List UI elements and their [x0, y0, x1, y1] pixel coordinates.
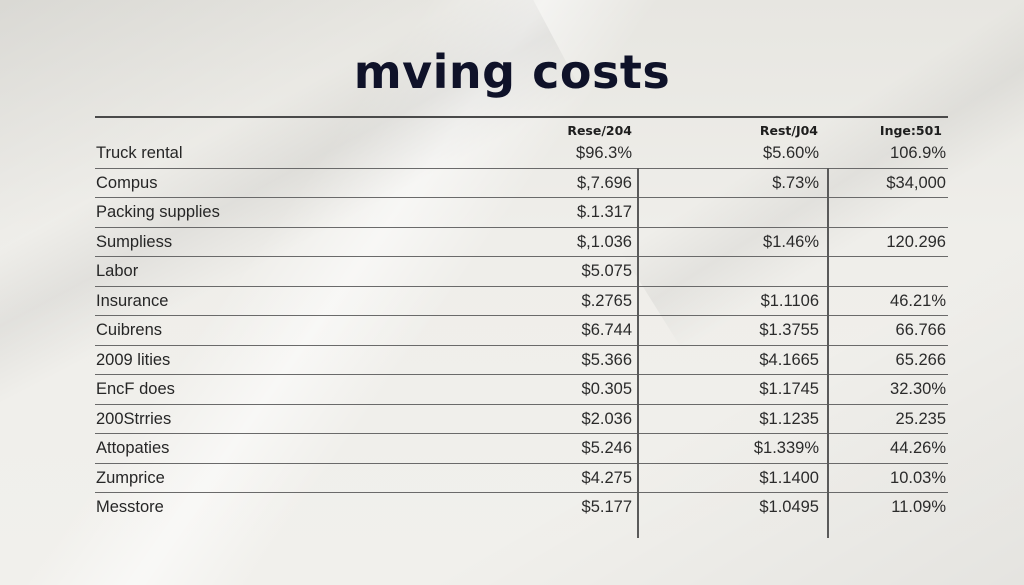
cell-col2: $1.339%	[753, 439, 819, 457]
cell-col2: $1.46%	[763, 232, 819, 251]
table-row: 200Strries $2.036 $1.1235 25.235	[95, 405, 948, 434]
cell-col1: $4.275	[581, 468, 632, 487]
cell-col3: 25.235	[895, 409, 946, 428]
row-label: Truck rental	[96, 144, 183, 162]
table-row: Attopaties $5.246 $1.339% 44.26%	[95, 434, 948, 464]
cell-col1: $.1.317	[576, 203, 632, 221]
cell-col2: $1.1235	[759, 409, 819, 428]
cell-col1: $5.366	[581, 350, 632, 369]
cell-col2: $1.1106	[760, 291, 819, 310]
cell-col3: $34,000	[886, 173, 946, 192]
row-label: EncF does	[96, 380, 175, 398]
row-label: Compus	[96, 173, 158, 192]
cell-col1: $.2765	[581, 291, 632, 310]
table-row: Messtore $5.177 $1.0495 11.09%	[95, 493, 948, 523]
row-label: Packing supplies	[96, 203, 220, 221]
page-title: mving costs	[353, 45, 671, 99]
cell-col3: 32.30%	[890, 380, 946, 398]
cell-col2: $4.1665	[759, 350, 819, 369]
cell-col1: $5.075	[581, 262, 632, 280]
table-row: EncF does $0.305 $1.1745 32.30%	[95, 375, 948, 405]
table-row: Sumpliess $,1.036 $1.46% 120.296	[95, 228, 948, 257]
cell-col2: $1.1400	[759, 468, 819, 487]
cell-col3: 106.9%	[890, 144, 946, 162]
column-divider	[637, 168, 639, 538]
cell-col3: 66.766	[895, 321, 946, 339]
cell-col1: $2.036	[581, 409, 632, 428]
column-divider	[827, 168, 829, 538]
table-body: Truck rental $96.3% $5.60% 106.9% Compus…	[95, 139, 948, 523]
row-label: Messtore	[96, 498, 164, 516]
row-label: Sumpliess	[96, 232, 173, 251]
column-header-1: Rese/204	[567, 123, 632, 138]
cell-col1: $96.3%	[576, 144, 632, 162]
cell-col3: 120.296	[886, 232, 946, 251]
table-top-rule	[95, 116, 948, 118]
cell-col1: $6.744	[581, 321, 632, 339]
cell-col1: $0.305	[581, 380, 632, 398]
row-label: Cuibrens	[96, 321, 163, 339]
cell-col2: $1.3755	[759, 321, 819, 339]
row-label: Attopaties	[96, 439, 170, 457]
column-header-2: Rest/J04	[759, 123, 818, 138]
cell-col3: 65.266	[895, 350, 946, 369]
cell-col1: $,7.696	[576, 173, 632, 192]
table-row: Labor $5.075	[95, 257, 948, 287]
cell-col1: $,1.036	[576, 232, 632, 251]
table-row: Truck rental $96.3% $5.60% 106.9%	[95, 139, 948, 169]
cell-col3: 44.26%	[890, 439, 946, 457]
cell-col2: $.73%	[772, 173, 819, 192]
cell-col2: $1.1745	[759, 380, 819, 398]
row-label: 2009 lities	[96, 350, 171, 369]
cell-col1: $5.246	[581, 439, 632, 457]
table-row: Packing supplies $.1.317	[95, 198, 948, 228]
cell-col3: 11.09%	[891, 498, 946, 516]
cell-col3: 10.03%	[890, 468, 946, 487]
cell-col2: $1.0495	[759, 498, 819, 516]
table-row: Cuibrens $6.744 $1.3755 66.766	[95, 316, 948, 346]
cell-col2: $5.60%	[763, 144, 819, 162]
column-header-3: Inge:501	[879, 123, 942, 138]
cell-col3: 46.21%	[890, 291, 946, 310]
table-row: Insurance $.2765 $1.1106 46.21%	[95, 287, 948, 316]
row-label: Labor	[96, 262, 139, 280]
row-label: Insurance	[96, 291, 169, 310]
table-row: Compus $,7.696 $.73% $34,000	[95, 169, 948, 198]
cell-col1: $5.177	[581, 498, 632, 516]
table-row: 2009 lities $5.366 $4.1665 65.266	[95, 346, 948, 375]
row-label: Zumprice	[96, 468, 165, 487]
table-row: Zumprice $4.275 $1.1400 10.03%	[95, 464, 948, 493]
row-label: 200Strries	[96, 409, 172, 428]
